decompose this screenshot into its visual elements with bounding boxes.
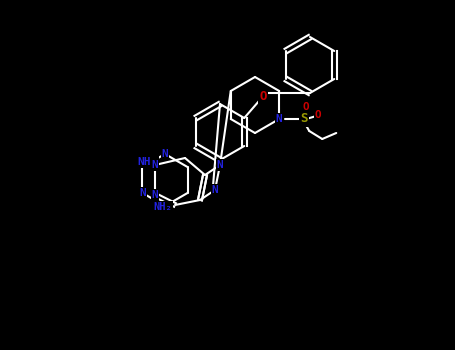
Text: NH₂: NH₂	[137, 157, 157, 167]
Text: N: N	[217, 160, 223, 170]
Text: N: N	[152, 190, 158, 200]
Text: S: S	[300, 112, 308, 126]
Text: N: N	[152, 160, 158, 170]
Text: O: O	[315, 110, 322, 120]
Text: N: N	[212, 185, 218, 195]
Text: O: O	[303, 102, 309, 112]
Text: N: N	[276, 114, 283, 124]
Text: N: N	[139, 188, 146, 198]
Text: N: N	[162, 149, 168, 159]
Text: O: O	[259, 91, 267, 104]
Text: NH₂: NH₂	[154, 202, 172, 212]
